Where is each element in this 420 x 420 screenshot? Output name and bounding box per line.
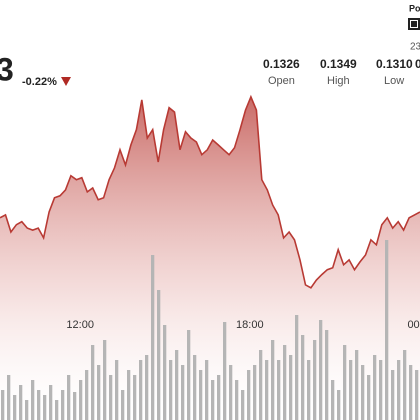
volume-bar [91,345,95,420]
volume-bar [319,320,323,420]
volume-bar [19,385,23,420]
stat-label: High [327,75,350,87]
volume-bar [241,390,245,420]
volume-bar [361,365,365,420]
volume-bar [391,370,395,420]
volume-bar [145,355,149,420]
volume-bar [295,315,299,420]
stat-value: 0 [415,57,420,71]
volume-bar [373,355,377,420]
volume-bar [331,380,335,420]
volume-bar [211,380,215,420]
volume-bar [127,370,131,420]
volume-bar [103,340,107,420]
stat-label: Low [384,75,404,87]
volume-bar [25,400,29,420]
volume-bar [415,370,419,420]
volume-bar [61,390,65,420]
volume-bar [265,360,269,420]
volume-bar [235,380,239,420]
volume-bar [133,375,137,420]
volume-bar [199,370,203,420]
volume-bar [403,350,407,420]
volume-bar [37,390,41,420]
volume-bar [97,365,101,420]
down-arrow [61,77,71,86]
volume-bar [31,380,35,420]
logo-icon [408,18,420,30]
volume-bar [43,395,47,420]
volume-bar [163,325,167,420]
volume-bar [151,255,155,420]
volume-bar [7,375,11,420]
stat-label: Open [268,75,295,87]
volume-bar [139,360,143,420]
volume-bar [181,365,185,420]
volume-bar [1,390,5,420]
volume-bar [313,340,317,420]
price-line [0,94,420,289]
volume-bar [109,375,113,420]
volume-bar [193,355,197,420]
volume-bar [325,330,329,420]
volume-bar [343,345,347,420]
volume-bar [73,392,77,420]
volume-bar [355,350,359,420]
volume-bar [67,375,71,420]
volume-bar [49,385,53,420]
volume-bar [229,365,233,420]
x-tick-label: 00: [407,319,420,331]
volume-bar [349,360,353,420]
volume-bar [187,330,191,420]
volume-bar [385,240,389,420]
volume-bar [277,360,281,420]
volume-bar [253,365,257,420]
price-area [0,96,420,420]
volume-bar [337,390,341,420]
volume-bar [247,370,251,420]
volume-bar [283,345,287,420]
x-tick-label: 12:00 [66,319,94,331]
volume-bar [379,360,383,420]
volume-bar [169,360,173,420]
volume-bar [301,335,305,420]
stat-value: 0.1310 [376,57,413,71]
volume-bar [157,290,161,420]
corner-title: Po [409,3,420,13]
volume-bar [79,380,83,420]
price: 3 [0,51,14,87]
volume-bar [175,350,179,420]
volume-bar [367,375,371,420]
volume-bar [205,360,209,420]
stat-value: 0.1349 [320,57,357,71]
volume-bar [289,355,293,420]
volume-bar [13,395,17,420]
volume-bar [121,390,125,420]
volume-bar [271,340,275,420]
plot [0,94,420,420]
volume-bar [55,400,59,420]
volume-bar [115,360,119,420]
change: -0.22% [22,76,57,88]
volume-bar [217,375,221,420]
volume-bar [259,350,263,420]
volume-bar [223,322,227,420]
volume-bar [85,370,89,420]
volume-bar [307,360,311,420]
corner-note: 23 [410,42,420,53]
stat-value: 0.1326 [263,57,300,71]
volume-bar [397,360,401,420]
volume-bar [409,365,413,420]
x-tick-label: 18:00 [236,319,264,331]
